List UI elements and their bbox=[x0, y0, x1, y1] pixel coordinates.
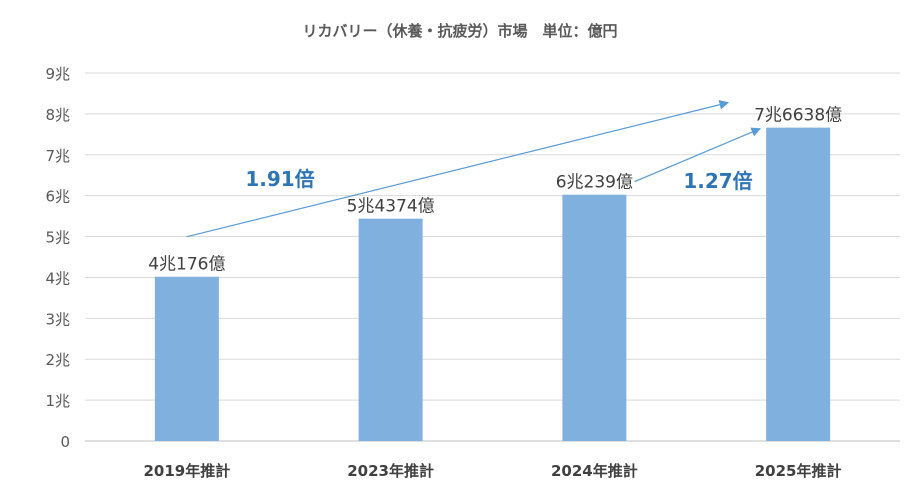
data-label: 4兆176億 bbox=[148, 255, 225, 275]
x-tick-label: 2025年推計 bbox=[755, 462, 842, 480]
bars bbox=[154, 127, 831, 441]
data-label: 6兆239億 bbox=[556, 173, 633, 193]
data-label: 7兆6638億 bbox=[754, 106, 842, 126]
growth-ratio-label: 1.27倍 bbox=[683, 169, 752, 193]
bar bbox=[562, 194, 627, 441]
growth-arrow bbox=[186, 100, 730, 238]
data-labels: 4兆176億 5兆4374億 6兆239億 7兆6638億 bbox=[148, 106, 842, 275]
y-tick-label: 7兆 bbox=[45, 147, 70, 165]
y-tick-label: 9兆 bbox=[45, 65, 70, 83]
y-tick-label: 6兆 bbox=[45, 188, 70, 206]
x-tick-label: 2023年推計 bbox=[347, 462, 434, 480]
y-tick-label: 8兆 bbox=[45, 106, 70, 124]
gridlines bbox=[85, 72, 900, 442]
growth-annotations: 1.91倍 1.27倍 bbox=[186, 100, 762, 238]
growth-ratio-label: 1.91倍 bbox=[245, 167, 314, 191]
x-tick-label: 2024年推計 bbox=[551, 462, 638, 480]
x-axis-ticks: 2019年推計 2023年推計 2024年推計 2025年推計 bbox=[144, 462, 842, 480]
y-tick-label: 4兆 bbox=[45, 269, 70, 287]
y-tick-label: 5兆 bbox=[45, 229, 70, 247]
y-tick-label: 2兆 bbox=[45, 351, 70, 369]
y-tick-label: 0 bbox=[60, 433, 70, 451]
y-tick-label: 3兆 bbox=[45, 310, 70, 328]
chart-title: リカバリー（休養・抗疲労）市場 単位：億円 bbox=[302, 22, 617, 40]
growth-arrow bbox=[634, 127, 762, 183]
y-tick-label: 1兆 bbox=[45, 392, 70, 410]
bar bbox=[766, 127, 831, 441]
data-label: 5兆4374億 bbox=[347, 197, 435, 217]
bar bbox=[154, 276, 219, 441]
y-axis-ticks: 0 1兆 2兆 3兆 4兆 5兆 6兆 7兆 8兆 9兆 bbox=[45, 65, 70, 451]
x-tick-label: 2019年推計 bbox=[144, 462, 231, 480]
bar bbox=[358, 218, 423, 441]
